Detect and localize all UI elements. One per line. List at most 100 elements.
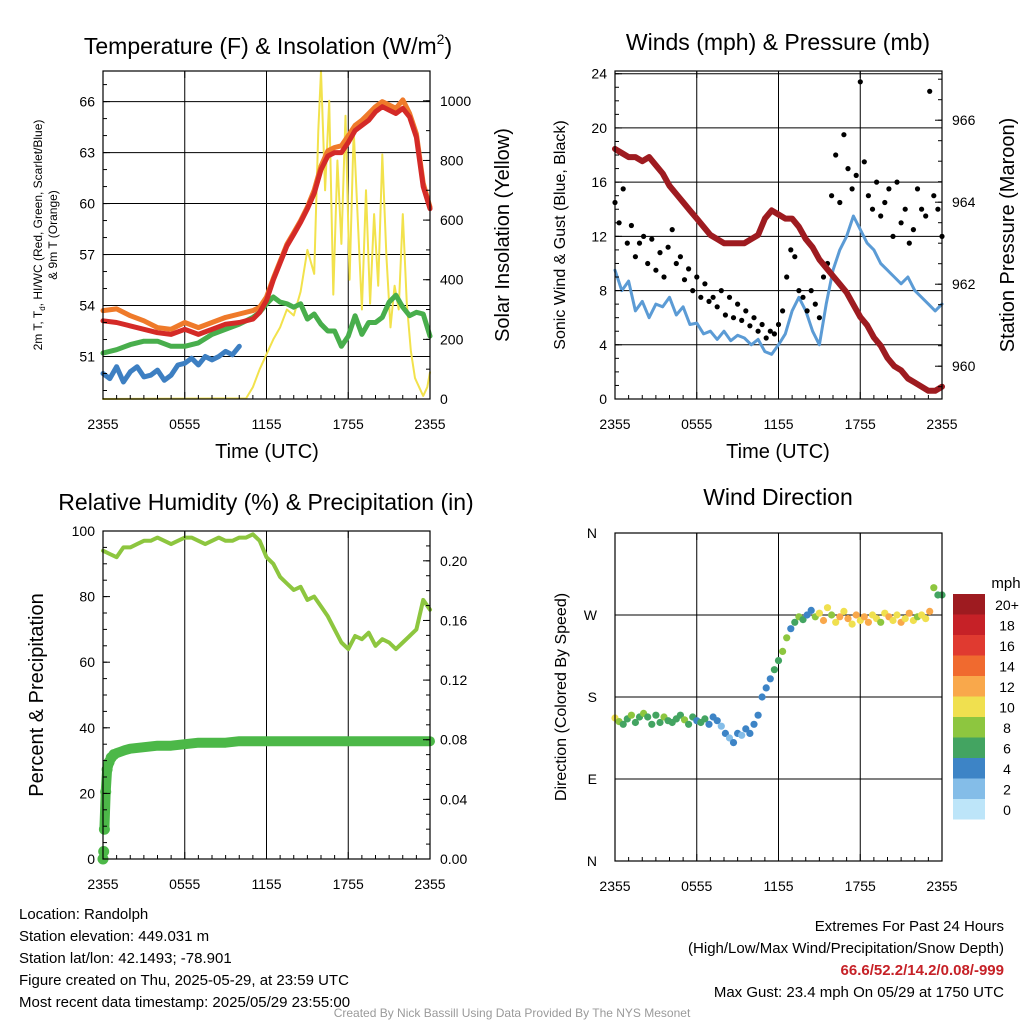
wind-direction-point bbox=[717, 722, 725, 730]
gust-point bbox=[771, 331, 778, 337]
precipitation-point bbox=[98, 846, 110, 857]
gust-point bbox=[641, 233, 647, 239]
gust-point bbox=[820, 274, 827, 280]
wind-direction-point bbox=[705, 720, 713, 728]
winds-y-tick-label: 8 bbox=[599, 283, 607, 299]
speed-legend-swatch bbox=[953, 758, 985, 779]
wind-direction-point bbox=[852, 611, 860, 619]
gust-point bbox=[894, 179, 900, 185]
pressure-y-tick-label: 966 bbox=[952, 112, 976, 128]
gust-point bbox=[812, 301, 818, 307]
wind-direction-point bbox=[844, 615, 852, 623]
wind-direction-y-tick-label: N bbox=[587, 525, 597, 541]
insolation-y-tick-label: 0 bbox=[440, 391, 448, 407]
wind-direction-x-tick-label: 0555 bbox=[681, 878, 712, 894]
gust-point bbox=[906, 240, 912, 246]
gust-point bbox=[665, 244, 671, 250]
wind-direction-point bbox=[828, 611, 836, 619]
gust-point bbox=[726, 294, 733, 300]
humidity-panel-title: Relative Humidity (%) & Precipitation (i… bbox=[58, 489, 473, 515]
gust-point bbox=[739, 317, 745, 323]
pressure-line bbox=[612, 145, 945, 394]
precipitation-y-tick-label: 0.12 bbox=[440, 672, 467, 688]
wind-direction-point bbox=[766, 675, 774, 683]
gust-point bbox=[780, 308, 786, 314]
temperature-x-tick-label: 2355 bbox=[87, 416, 118, 432]
gust-point bbox=[722, 312, 729, 318]
speed-legend-label: 12 bbox=[999, 679, 1015, 695]
speed-legend-swatch bbox=[953, 696, 985, 717]
pressure-y-tick-label: 964 bbox=[952, 194, 976, 210]
speed-legend-swatch bbox=[953, 655, 985, 676]
wind-direction-point bbox=[893, 611, 901, 619]
gust-point bbox=[829, 193, 835, 199]
wind-direction-point bbox=[803, 611, 811, 619]
gust-point bbox=[853, 172, 859, 178]
wind-direction-point bbox=[848, 620, 856, 628]
wind-direction-y-tick-label: W bbox=[584, 607, 598, 623]
precipitation-point bbox=[98, 823, 110, 835]
precipitation-y-tick-label: 0.04 bbox=[440, 791, 467, 807]
wind-direction-point bbox=[783, 634, 791, 642]
temperature-y-tick-label: 60 bbox=[79, 196, 95, 212]
gust-point bbox=[702, 281, 708, 287]
gust-point bbox=[865, 193, 872, 199]
winds-y-tick-label: 20 bbox=[591, 120, 607, 136]
speed-legend-label: 6 bbox=[1003, 741, 1011, 757]
wind-direction-y-tick-label: N bbox=[587, 853, 597, 869]
temperature-x-label: Time (UTC) bbox=[215, 441, 319, 463]
insolation-y-tick-label: 800 bbox=[440, 152, 464, 168]
gust-point bbox=[910, 227, 917, 233]
gust-point bbox=[747, 323, 753, 329]
temperature-x-tick-label: 2355 bbox=[414, 416, 445, 432]
wind-direction-panel: Wind Direction 2355 0555 1155 1755 2355NESWN… bbox=[553, 484, 1021, 894]
gust-point bbox=[902, 206, 908, 212]
wind-direction-point bbox=[860, 613, 868, 621]
winds-x-tick-label: 2355 bbox=[926, 416, 957, 432]
wind-direction-point bbox=[729, 739, 738, 747]
gust-point bbox=[718, 288, 724, 294]
temperature-panel-title: Temperature (F) & Insolation (W/m2) bbox=[84, 31, 452, 59]
temperature-y-tick-label: 63 bbox=[79, 145, 95, 161]
gust-point bbox=[645, 260, 651, 267]
precipitation-line bbox=[99, 736, 435, 835]
gust-point bbox=[837, 199, 843, 206]
wind-direction-point bbox=[685, 720, 693, 728]
gust-point bbox=[833, 152, 839, 158]
speed-legend-swatch bbox=[953, 799, 985, 820]
wind-direction-point bbox=[619, 720, 627, 728]
temperature-y-tick-label: 54 bbox=[79, 298, 95, 314]
speed-legend-label: 0 bbox=[1003, 802, 1011, 818]
gust-point bbox=[861, 159, 867, 165]
humidity-y-tick-label: 0 bbox=[87, 851, 95, 867]
gust-point bbox=[673, 260, 679, 267]
humidity-x-tick-label: 1155 bbox=[251, 876, 281, 892]
winds-x-label: Time (UTC) bbox=[726, 441, 830, 463]
gust-point bbox=[714, 304, 720, 310]
wind-direction-point bbox=[840, 607, 848, 616]
station-location: Location: Randolph bbox=[19, 906, 149, 923]
gust-point bbox=[849, 186, 855, 192]
wind-direction-x-tick-label: 1755 bbox=[845, 878, 876, 894]
humidity-x-tick-label: 2355 bbox=[414, 876, 445, 892]
gust-point bbox=[649, 236, 655, 242]
precipitation-y-tick-label: 0.08 bbox=[440, 732, 467, 748]
extremes-block: Extremes For Past 24 Hours (High/Low/Max… bbox=[688, 916, 1004, 1004]
winds-y-label: Sonic Wind & Gust (Blue, Black) bbox=[552, 120, 569, 349]
gust-point bbox=[690, 288, 696, 294]
wind-direction-y-label: Direction (Colored By Speed) bbox=[553, 593, 570, 801]
gust-point bbox=[886, 186, 892, 192]
humidity-x-tick-label: 0555 bbox=[169, 876, 200, 892]
gust-point bbox=[788, 247, 794, 253]
speed-legend-swatch bbox=[953, 614, 985, 635]
wind-direction-point bbox=[791, 618, 799, 626]
speed-legend-label: 20+ bbox=[995, 597, 1019, 613]
temperature-panel: Temperature (F) & Insolation (W/m2) 2355… bbox=[31, 31, 514, 463]
speed-legend-swatch bbox=[953, 594, 985, 615]
speed-legend-swatch bbox=[953, 778, 985, 799]
insolation-y-label: Solar Insolation (Yellow) bbox=[492, 128, 514, 342]
gust-point bbox=[845, 166, 851, 172]
insolation-y-tick-label: 200 bbox=[440, 331, 464, 347]
wind-direction-x-tick-label: 2355 bbox=[599, 878, 630, 894]
